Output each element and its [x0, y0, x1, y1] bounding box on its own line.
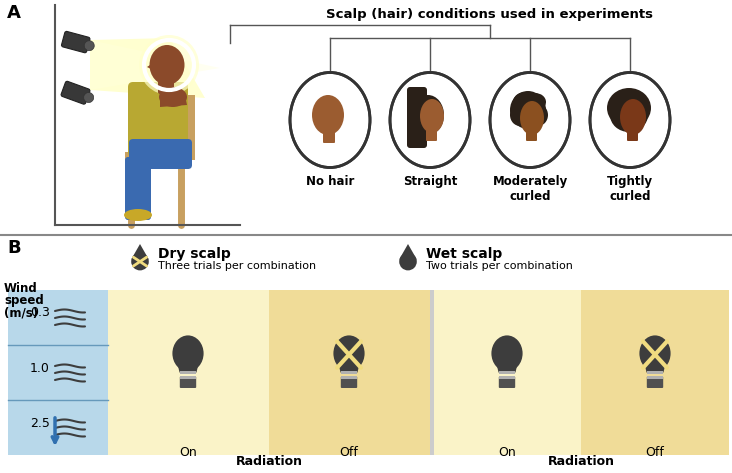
FancyBboxPatch shape — [430, 290, 434, 455]
FancyBboxPatch shape — [0, 0, 732, 235]
Polygon shape — [90, 40, 220, 90]
FancyBboxPatch shape — [61, 81, 90, 104]
Ellipse shape — [639, 335, 671, 371]
FancyBboxPatch shape — [269, 290, 430, 455]
Ellipse shape — [491, 335, 523, 371]
Ellipse shape — [620, 99, 646, 135]
FancyBboxPatch shape — [647, 377, 663, 388]
Text: Dry scalp: Dry scalp — [158, 247, 231, 261]
FancyBboxPatch shape — [627, 123, 638, 141]
Ellipse shape — [524, 93, 546, 111]
FancyBboxPatch shape — [179, 376, 196, 378]
FancyBboxPatch shape — [108, 290, 269, 455]
Polygon shape — [90, 38, 205, 98]
Text: Two trials per combination: Two trials per combination — [426, 261, 573, 271]
Text: 1.0: 1.0 — [30, 361, 50, 375]
FancyBboxPatch shape — [498, 377, 515, 388]
FancyBboxPatch shape — [180, 377, 196, 388]
Ellipse shape — [390, 72, 470, 167]
Text: A: A — [7, 4, 21, 22]
Polygon shape — [147, 63, 155, 71]
FancyBboxPatch shape — [434, 290, 581, 455]
Text: Radiation: Radiation — [548, 455, 614, 468]
Text: Wet scalp: Wet scalp — [426, 247, 502, 261]
Ellipse shape — [590, 72, 670, 167]
Ellipse shape — [607, 88, 651, 128]
FancyBboxPatch shape — [125, 152, 195, 160]
FancyBboxPatch shape — [498, 376, 515, 378]
Ellipse shape — [312, 95, 344, 135]
Text: speed: speed — [4, 294, 44, 307]
Text: No hair: No hair — [306, 175, 354, 188]
Polygon shape — [399, 244, 417, 259]
FancyBboxPatch shape — [61, 31, 90, 53]
Polygon shape — [643, 358, 667, 373]
FancyBboxPatch shape — [526, 124, 537, 141]
FancyBboxPatch shape — [426, 124, 437, 141]
FancyBboxPatch shape — [179, 371, 196, 374]
Ellipse shape — [399, 253, 417, 271]
Ellipse shape — [490, 72, 570, 167]
Ellipse shape — [83, 93, 94, 103]
Text: Off: Off — [646, 446, 665, 459]
Text: Scalp (hair) conditions used in experiments: Scalp (hair) conditions used in experime… — [326, 8, 654, 21]
Polygon shape — [337, 358, 361, 373]
FancyBboxPatch shape — [187, 95, 195, 160]
Ellipse shape — [149, 45, 184, 85]
Ellipse shape — [159, 87, 187, 107]
Text: Straight: Straight — [403, 175, 458, 188]
Ellipse shape — [333, 335, 365, 371]
Text: 0.3: 0.3 — [30, 307, 50, 319]
Ellipse shape — [610, 98, 648, 132]
FancyBboxPatch shape — [646, 371, 663, 374]
FancyBboxPatch shape — [128, 82, 188, 157]
Ellipse shape — [412, 95, 444, 135]
Ellipse shape — [528, 104, 548, 126]
Ellipse shape — [84, 41, 94, 51]
Polygon shape — [176, 358, 200, 373]
Ellipse shape — [510, 104, 530, 126]
Ellipse shape — [420, 99, 444, 133]
Text: On: On — [498, 446, 516, 459]
FancyBboxPatch shape — [8, 290, 108, 455]
FancyBboxPatch shape — [158, 70, 174, 94]
Text: Three trials per combination: Three trials per combination — [158, 261, 316, 271]
Text: Off: Off — [340, 446, 359, 459]
FancyBboxPatch shape — [323, 123, 335, 143]
Text: B: B — [7, 239, 20, 257]
FancyBboxPatch shape — [498, 371, 515, 374]
FancyBboxPatch shape — [407, 87, 427, 148]
Ellipse shape — [124, 209, 152, 221]
Ellipse shape — [139, 35, 199, 95]
Text: Tightly
curled: Tightly curled — [607, 175, 653, 203]
Ellipse shape — [131, 253, 149, 271]
FancyBboxPatch shape — [581, 290, 729, 455]
FancyBboxPatch shape — [125, 157, 151, 220]
Text: 2.5: 2.5 — [30, 417, 50, 429]
Ellipse shape — [520, 101, 544, 135]
Polygon shape — [495, 358, 519, 373]
FancyBboxPatch shape — [129, 139, 192, 169]
Ellipse shape — [173, 335, 203, 371]
FancyBboxPatch shape — [0, 235, 732, 473]
Text: Wind: Wind — [4, 282, 38, 295]
Text: (m/s): (m/s) — [4, 306, 38, 319]
FancyBboxPatch shape — [646, 376, 663, 378]
FancyBboxPatch shape — [341, 377, 357, 388]
Polygon shape — [160, 95, 187, 107]
Text: Moderately
curled: Moderately curled — [493, 175, 567, 203]
FancyBboxPatch shape — [340, 376, 357, 378]
Ellipse shape — [290, 72, 370, 167]
Ellipse shape — [510, 91, 546, 129]
Ellipse shape — [513, 92, 537, 112]
FancyBboxPatch shape — [340, 371, 357, 374]
Text: On: On — [179, 446, 197, 459]
Polygon shape — [131, 244, 149, 259]
Text: Radiation: Radiation — [236, 455, 302, 468]
